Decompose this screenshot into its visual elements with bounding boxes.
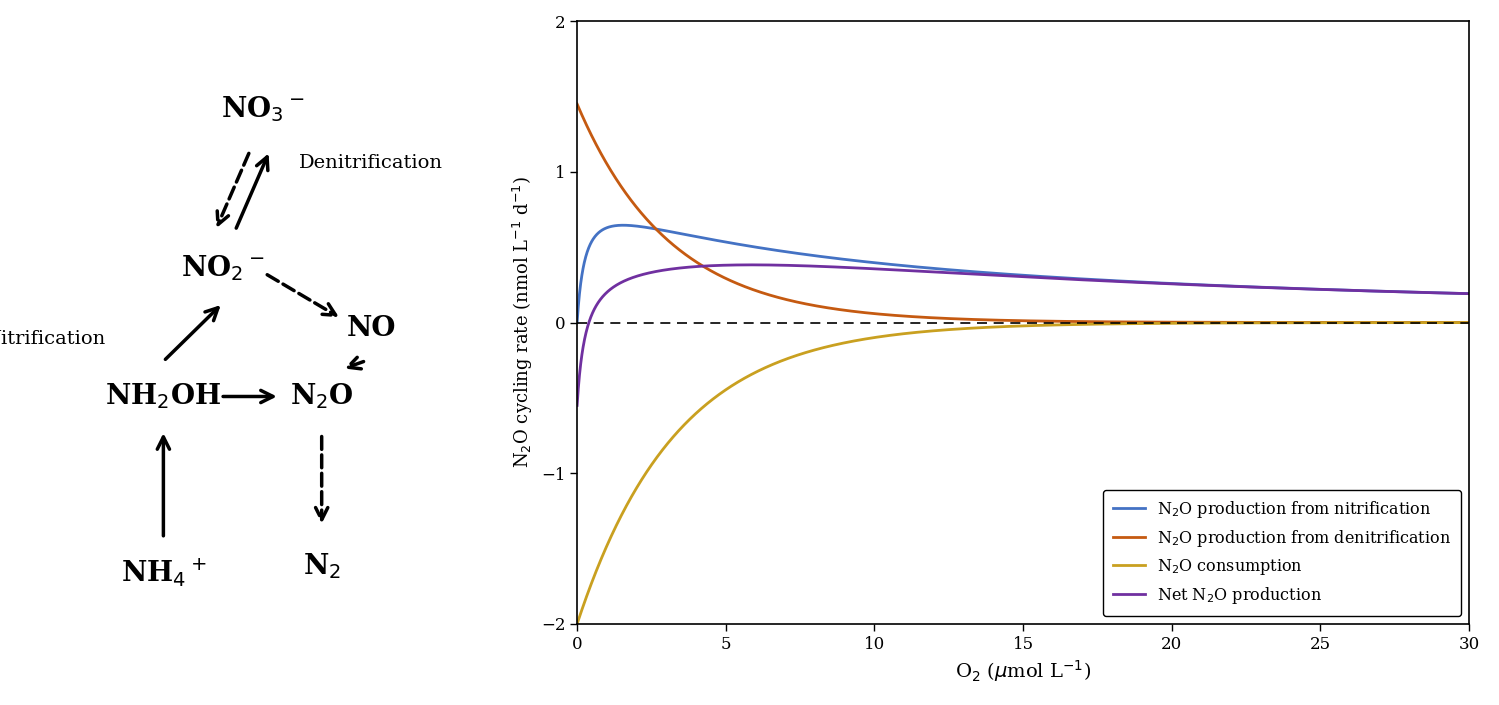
N$_2$O production from denitrification [723,277,741,286]
N$_2$O production from nitrification [1460,290,1478,298]
N$_2$O production from nitrification [723,239,741,247]
Text: N$_2$: N$_2$ [303,551,340,581]
Net N$_2$O production [1460,290,1478,298]
N$_2$O production from nitrification [949,266,967,275]
Legend: N$_2$O production from nitrification, N$_2$O production from denitrification, N$: N$_2$O production from nitrification, N$… [1103,490,1462,616]
N$_2$O production from denitrification [568,100,586,109]
N$_2$O production from nitrification [1346,286,1364,295]
Text: NH$_4$$^+$: NH$_4$$^+$ [120,556,207,589]
Net N$_2$O production [949,269,967,278]
N$_2$O consumption [568,620,586,628]
Net N$_2$O production [670,264,688,272]
Line: Net N$_2$O production: Net N$_2$O production [577,265,1469,405]
N$_2$O consumption [910,328,928,336]
Text: Nitrification: Nitrification [0,330,105,348]
N$_2$O consumption [670,427,688,435]
Net N$_2$O production [723,261,741,269]
N$_2$O consumption [1346,319,1364,327]
N$_2$O production from nitrification [1442,289,1460,298]
N$_2$O production from nitrification [910,263,928,271]
Net N$_2$O production [910,267,928,276]
N$_2$O consumption [949,325,967,333]
X-axis label: O$_2$ ($\mu$mol L$^{-1}$): O$_2$ ($\mu$mol L$^{-1}$) [955,658,1091,684]
N$_2$O production from nitrification [670,229,688,238]
N$_2$O consumption [1460,319,1478,327]
N$_2$O production from denitrification [910,313,928,321]
N$_2$O production from denitrification [1460,318,1478,326]
N$_2$O production from nitrification [615,221,633,229]
Text: NO$_2$$^-$: NO$_2$$^-$ [181,253,264,283]
Text: Denitrification: Denitrification [300,154,444,172]
N$_2$O consumption [723,381,741,390]
Y-axis label: N$_2$O cycling rate (nmol L$^{-1}$ d$^{-1}$): N$_2$O cycling rate (nmol L$^{-1}$ d$^{-… [511,177,535,468]
Net N$_2$O production [1346,286,1364,295]
Text: NH$_2$OH: NH$_2$OH [105,381,222,412]
N$_2$O production from denitrification [949,314,967,323]
Line: N$_2$O production from denitrification: N$_2$O production from denitrification [577,104,1469,322]
N$_2$O production from denitrification [1442,318,1460,326]
Net N$_2$O production [742,261,760,269]
Text: NO$_3$$^-$: NO$_3$$^-$ [220,94,304,124]
N$_2$O production from denitrification [1346,318,1364,326]
Line: N$_2$O consumption: N$_2$O consumption [577,323,1469,624]
N$_2$O production from denitrification [670,245,688,254]
Net N$_2$O production [568,401,586,410]
N$_2$O consumption [1442,319,1460,327]
N$_2$O production from nitrification [568,318,586,326]
Line: N$_2$O production from nitrification: N$_2$O production from nitrification [577,225,1469,322]
Text: NO: NO [346,315,396,343]
Net N$_2$O production [1442,289,1460,298]
Text: N$_2$O: N$_2$O [289,381,354,412]
